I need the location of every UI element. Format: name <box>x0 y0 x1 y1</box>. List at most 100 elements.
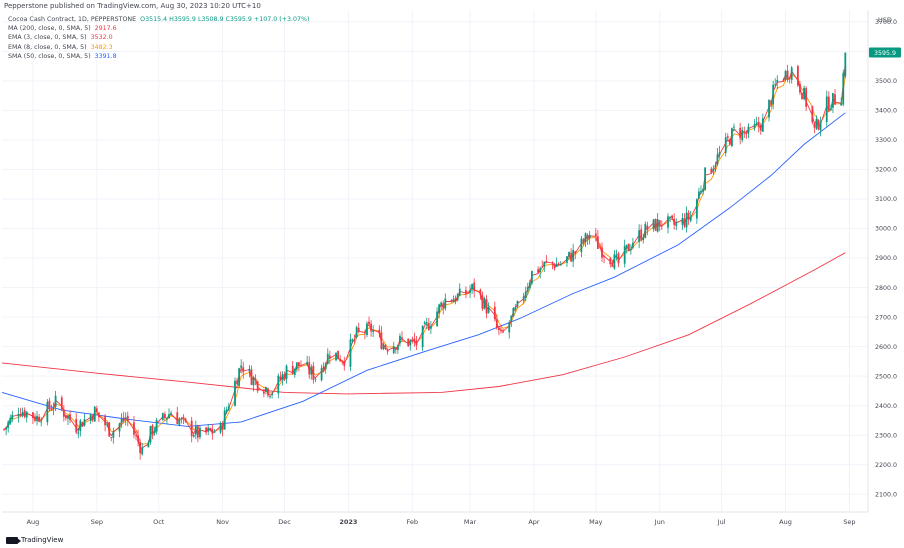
candle-body <box>741 130 744 141</box>
candle-body <box>526 287 529 292</box>
candle-body <box>357 327 360 332</box>
candle-body <box>17 413 20 417</box>
candle-body <box>370 323 372 332</box>
candle-body <box>40 421 43 423</box>
candle-body <box>120 419 123 424</box>
candle-body <box>599 247 601 249</box>
indicator-row[interactable]: EMA (3, close, 0, SMA, 5) 3532.0 <box>8 33 309 42</box>
candle-body <box>221 423 224 430</box>
candle-body <box>91 415 94 421</box>
candle-body <box>135 435 137 436</box>
symbol-name[interactable]: Cocoa Cash Contract, 1D, PEPPERSTONE <box>8 16 137 23</box>
x-tick-label: Feb <box>407 518 419 526</box>
candle-body <box>471 284 474 290</box>
candle-body <box>372 330 375 333</box>
candle-body <box>293 368 296 375</box>
time-axis[interactable]: Aug Sep Oct Nov Dec 2023 Feb Mar Apr May Jun Jul Aug… <box>27 518 856 526</box>
candle-body <box>483 298 486 309</box>
candle-body <box>409 340 412 346</box>
indicator-row[interactable]: SMA (50, close, 0, SMA, 5) 3391.8 <box>8 52 309 61</box>
price-axis[interactable]: 2100.0 2200.0 2300.0 2400.0 2500.0 2600.0 2700… <box>875 19 897 498</box>
candle-body <box>137 435 139 442</box>
candle-body <box>566 256 568 263</box>
candle-body <box>349 339 352 367</box>
candle-body <box>673 218 676 225</box>
candle-body <box>386 350 389 352</box>
candle-body <box>487 306 490 313</box>
candle-body <box>163 413 166 418</box>
candle-body <box>516 300 519 307</box>
candle-body <box>714 165 717 168</box>
candle-body <box>265 387 267 393</box>
candle-body <box>423 322 426 325</box>
y-tick-label: 2600.0 <box>875 344 897 351</box>
candle-body <box>508 323 511 333</box>
candle-body <box>248 368 251 372</box>
candle-body <box>825 96 828 122</box>
symbol-row[interactable]: Cocoa Cash Contract, 1D, PEPPERSTONE O35… <box>8 15 309 24</box>
series-line <box>3 73 846 445</box>
candle-body <box>427 323 430 330</box>
candle-body <box>36 415 38 422</box>
candle-body <box>300 365 302 367</box>
candle-body <box>252 377 255 386</box>
candle-body <box>473 282 476 292</box>
candle-body <box>541 266 544 268</box>
tradingview-logo[interactable]: TradingView <box>6 536 63 544</box>
candle-body <box>77 432 80 434</box>
candle-body <box>656 219 659 232</box>
candle-body <box>759 125 762 131</box>
candle-body <box>314 378 317 380</box>
y-tick-label: 2200.0 <box>875 462 897 469</box>
candle-body <box>380 332 383 349</box>
change-value: +107.0 (+3.07%) <box>253 16 310 23</box>
candle-body <box>271 393 274 395</box>
candle-body <box>733 126 735 128</box>
candle-body <box>603 256 605 258</box>
candle-body <box>568 251 570 257</box>
candle-body <box>640 229 643 241</box>
indicator-row[interactable]: MA (200, close, 0, SMA, 5) 2917.6 <box>8 24 309 33</box>
y-tick-label: 2800.0 <box>875 285 897 292</box>
low-value: L3508.9 <box>197 16 224 23</box>
candle-body <box>254 378 257 381</box>
candle-body <box>421 325 424 348</box>
indicator-value: 3482.3 <box>90 43 113 51</box>
candle-body <box>122 417 125 421</box>
y-tick-label: 3200.0 <box>875 167 897 174</box>
candle-body <box>834 94 836 105</box>
candle-body <box>355 327 358 338</box>
candle-body <box>625 244 628 248</box>
candle-body <box>683 218 686 227</box>
candle-body <box>827 96 830 111</box>
candle-body <box>69 414 71 420</box>
candle-body <box>225 409 228 412</box>
candle-body <box>658 220 661 227</box>
candle-body <box>104 416 106 426</box>
candle-body <box>669 216 671 218</box>
candle-body <box>442 303 445 309</box>
candle-body <box>184 418 187 422</box>
candle-body <box>413 338 416 343</box>
candle-body <box>211 428 214 434</box>
x-tick-label: Apr <box>528 518 540 526</box>
candle-body <box>98 412 100 418</box>
candle-body <box>479 289 482 295</box>
candle-body <box>757 121 760 127</box>
candle-body <box>594 233 597 237</box>
candle-body <box>279 376 282 380</box>
candle-body <box>75 418 78 433</box>
indicator-row[interactable]: EMA (8, close, 0, SMA, 5) 3482.3 <box>8 43 309 52</box>
series-line <box>3 62 846 450</box>
candle-body <box>429 326 432 329</box>
candle-body <box>528 282 531 289</box>
candle-body <box>180 418 183 420</box>
candle-body <box>815 119 818 129</box>
candle-body <box>399 335 401 344</box>
candle-body <box>306 361 309 365</box>
x-tick-label: Mar <box>464 518 477 526</box>
candle-body <box>627 243 630 252</box>
candle-body <box>454 297 457 302</box>
candle-body <box>240 365 243 368</box>
